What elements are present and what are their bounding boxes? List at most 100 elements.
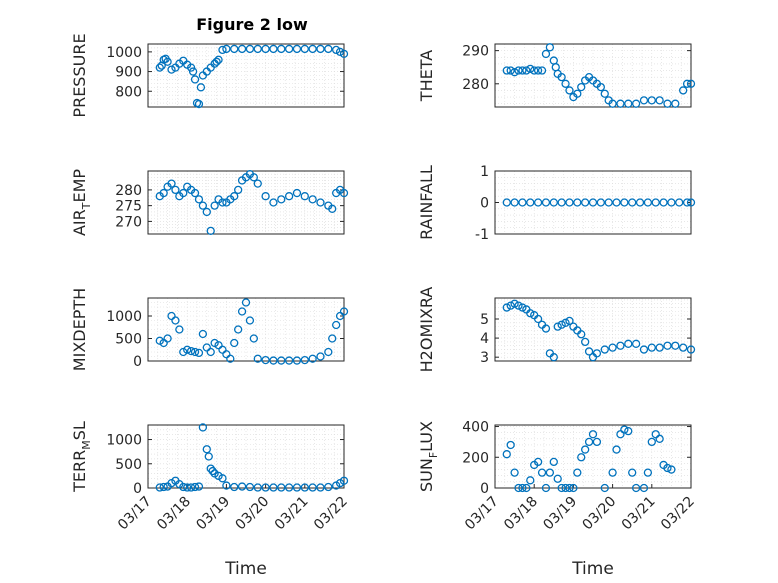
data-point xyxy=(245,482,255,492)
data-point xyxy=(253,179,262,188)
data-point xyxy=(300,192,309,201)
data-point xyxy=(551,63,560,72)
data-point xyxy=(277,44,286,54)
data-point xyxy=(183,345,192,354)
data-point xyxy=(620,198,629,207)
data-point xyxy=(655,434,664,443)
y-tick-label: 0 xyxy=(133,481,142,497)
subplot-6: 3 4 5 H2OMIXRA xyxy=(417,287,696,373)
data-point xyxy=(639,483,649,493)
data-point xyxy=(198,201,208,210)
y-tick-label: 800 xyxy=(115,84,142,100)
data-point xyxy=(616,341,625,350)
data-point xyxy=(573,198,582,207)
data-point xyxy=(335,47,345,57)
data-point xyxy=(190,75,200,84)
data-point xyxy=(249,334,258,343)
data-point xyxy=(292,188,302,198)
data-point xyxy=(163,334,172,343)
y-axis-label-rest: SL xyxy=(70,421,89,440)
data-point xyxy=(269,356,278,365)
data-point xyxy=(196,83,206,92)
data-point xyxy=(549,353,558,362)
data-point xyxy=(155,63,164,72)
y-tick-label: 280 xyxy=(462,77,489,93)
data-point xyxy=(204,452,213,461)
data-point xyxy=(581,445,590,454)
data-point xyxy=(565,483,574,493)
data-point xyxy=(510,68,519,77)
x-axis-label: Time xyxy=(571,559,614,579)
x-tick-label: 03/18 xyxy=(154,494,194,534)
data-point xyxy=(194,482,204,491)
data-point xyxy=(339,476,349,485)
y-tick-label: 4 xyxy=(480,331,489,347)
data-point xyxy=(667,465,676,474)
data-point xyxy=(686,79,696,88)
data-point xyxy=(230,482,239,492)
data-point xyxy=(218,198,227,207)
data-point xyxy=(573,89,582,98)
axes-box xyxy=(147,170,345,235)
data-point xyxy=(202,207,211,217)
data-point xyxy=(210,201,219,210)
data-point xyxy=(530,66,539,75)
y-axis-label-main: AIR xyxy=(70,209,89,236)
y-axis-label: THETA xyxy=(417,50,436,102)
data-point xyxy=(261,44,270,54)
y-tick-label: 1 xyxy=(480,164,489,180)
axes-box xyxy=(147,43,345,108)
data-point xyxy=(198,329,208,339)
data-point xyxy=(510,299,519,308)
data-point xyxy=(506,301,515,310)
y-axis-label: H2OMIXRA xyxy=(417,287,436,373)
data-point xyxy=(183,483,192,492)
data-point xyxy=(635,198,645,207)
series-markers xyxy=(502,198,696,207)
data-point xyxy=(639,345,649,354)
data-point xyxy=(686,345,696,354)
data-point xyxy=(663,341,672,350)
y-tick-label: 1000 xyxy=(106,433,142,449)
data-point xyxy=(324,44,333,54)
data-point xyxy=(218,345,227,354)
y-axis-label: MIXDEPTH xyxy=(70,288,89,371)
data-point xyxy=(206,226,215,236)
data-point xyxy=(261,192,270,201)
data-point xyxy=(526,476,535,485)
y-axis-label-subscript: F xyxy=(427,452,440,458)
data-point xyxy=(308,44,317,54)
data-point xyxy=(222,481,231,490)
data-point xyxy=(510,198,519,207)
data-point xyxy=(502,303,511,312)
data-point xyxy=(577,330,586,339)
data-point xyxy=(577,82,586,92)
data-point xyxy=(190,347,200,357)
y-tick-label: 290 xyxy=(462,44,489,60)
x-tick-label: 03/21 xyxy=(272,494,312,534)
data-point xyxy=(328,204,337,213)
data-point xyxy=(277,195,286,204)
data-point xyxy=(308,195,317,204)
data-point xyxy=(600,345,609,354)
data-point xyxy=(300,483,309,492)
data-point xyxy=(237,307,247,316)
data-point xyxy=(569,483,578,493)
data-point xyxy=(332,320,341,330)
data-point xyxy=(557,198,566,207)
data-point xyxy=(175,325,184,334)
data-point xyxy=(608,468,617,477)
data-point xyxy=(616,430,625,439)
data-point xyxy=(261,483,270,492)
data-point xyxy=(502,450,511,459)
data-point xyxy=(553,322,562,331)
data-point xyxy=(230,44,239,54)
data-point xyxy=(316,198,325,207)
y-tick-label: 3 xyxy=(480,350,489,366)
data-point xyxy=(581,337,590,347)
data-point xyxy=(651,430,660,439)
data-point xyxy=(655,96,664,105)
data-point xyxy=(522,483,531,493)
data-point xyxy=(651,198,660,207)
